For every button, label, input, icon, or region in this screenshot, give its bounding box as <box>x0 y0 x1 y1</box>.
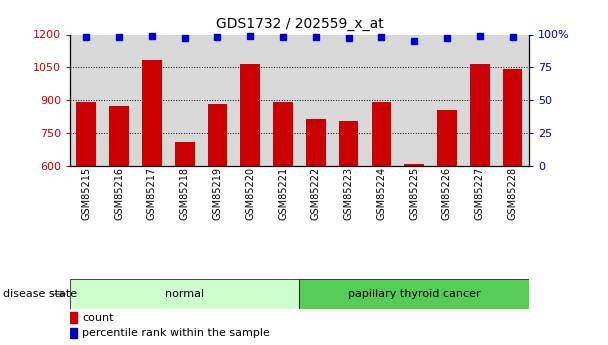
Bar <box>273 101 293 166</box>
Title: GDS1732 / 202559_x_at: GDS1732 / 202559_x_at <box>216 17 383 31</box>
Text: percentile rank within the sample: percentile rank within the sample <box>82 328 270 338</box>
Bar <box>371 101 392 166</box>
Bar <box>77 101 96 166</box>
Bar <box>109 106 129 166</box>
Text: normal: normal <box>165 289 204 299</box>
Bar <box>437 110 457 166</box>
Text: papillary thyroid cancer: papillary thyroid cancer <box>348 289 480 299</box>
Text: count: count <box>82 313 114 323</box>
Bar <box>503 69 522 166</box>
Bar <box>299 279 529 309</box>
Text: disease state: disease state <box>3 289 77 299</box>
Bar <box>70 312 77 323</box>
Bar <box>339 121 359 166</box>
Bar <box>70 279 299 309</box>
Bar <box>70 328 77 338</box>
Bar <box>470 65 489 166</box>
Bar <box>306 119 326 166</box>
Bar <box>207 104 227 166</box>
Bar <box>240 65 260 166</box>
Bar <box>404 164 424 166</box>
Bar <box>175 141 195 166</box>
Bar <box>142 60 162 166</box>
